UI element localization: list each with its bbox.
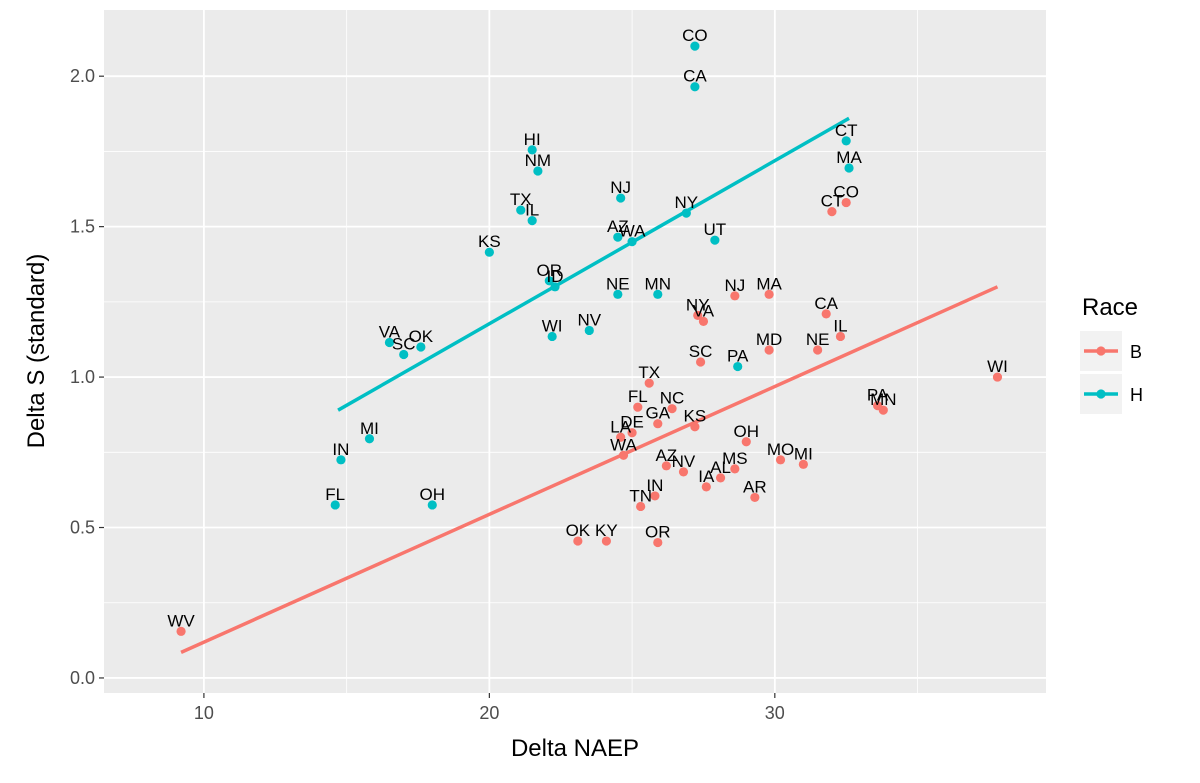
point-label-b-ky: KY bbox=[595, 521, 618, 540]
y-tick-label: 2.0 bbox=[70, 66, 95, 86]
point-label-b-tx: TX bbox=[638, 363, 660, 382]
point-label-h-nm: NM bbox=[525, 151, 551, 170]
point-label-b-mo: MO bbox=[767, 440, 794, 459]
point-label-h-mi: MI bbox=[360, 419, 379, 438]
point-label-b-ar: AR bbox=[743, 477, 767, 496]
point-label-b-wv: WV bbox=[167, 611, 195, 630]
y-tick-label: 0.5 bbox=[70, 518, 95, 538]
legend-title: Race bbox=[1082, 294, 1138, 321]
point-label-b-wa: WA bbox=[610, 435, 637, 454]
point-label-h-ks: KS bbox=[478, 232, 501, 251]
x-tick-label: 30 bbox=[765, 703, 785, 723]
point-label-h-co: CO bbox=[682, 26, 708, 45]
point-label-b-mi: MI bbox=[794, 444, 813, 463]
point-label-h-nj: NJ bbox=[610, 178, 631, 197]
point-label-b-oh: OH bbox=[734, 422, 760, 441]
point-label-b-or: OR bbox=[645, 523, 671, 542]
point-label-h-ma: MA bbox=[836, 148, 862, 167]
point-label-b-nc: NC bbox=[660, 389, 685, 408]
point-label-b-ms: MS bbox=[722, 449, 748, 468]
point-label-h-ny: NY bbox=[675, 193, 699, 212]
point-label-h-mn: MN bbox=[645, 274, 671, 293]
point-label-b-il: IL bbox=[833, 316, 847, 335]
point-label-h-ok: OK bbox=[409, 327, 434, 346]
point-label-h-wi: WI bbox=[542, 316, 563, 335]
point-label-b-wi: WI bbox=[987, 357, 1008, 376]
point-label-h-il: IL bbox=[525, 201, 539, 220]
point-label-b-nj: NJ bbox=[724, 276, 745, 295]
point-label-b-nv: NV bbox=[672, 452, 696, 471]
y-axis-title: Delta S (standard) bbox=[23, 254, 50, 449]
point-label-b-fl: FL bbox=[628, 387, 648, 406]
point-label-b-va: VA bbox=[693, 301, 715, 320]
x-axis-title: Delta NAEP bbox=[511, 735, 639, 762]
point-label-h-ne: NE bbox=[606, 274, 630, 293]
x-tick-label: 20 bbox=[479, 703, 499, 723]
point-label-h-in: IN bbox=[332, 440, 349, 459]
point-label-b-in: IN bbox=[646, 476, 663, 495]
legend-label-h: H bbox=[1130, 385, 1143, 405]
point-label-h-wa: WA bbox=[619, 222, 646, 241]
point-label-h-ca: CA bbox=[683, 67, 707, 86]
y-tick-label: 0.0 bbox=[70, 668, 95, 688]
point-label-h-id: ID bbox=[547, 267, 564, 286]
scatter-chart: WVOKKYORTNINAZNVIAALMSARMOMIOHWALADEGAKS… bbox=[0, 0, 1200, 783]
point-label-b-co: CO bbox=[833, 183, 859, 202]
legend-key-point-b bbox=[1096, 346, 1105, 355]
point-label-h-ct: CT bbox=[835, 121, 858, 140]
point-label-b-de: DE bbox=[620, 413, 644, 432]
point-label-h-pa: PA bbox=[727, 347, 749, 366]
point-label-b-md: MD bbox=[756, 330, 782, 349]
point-label-b-ne: NE bbox=[806, 330, 830, 349]
point-label-b-mn: MN bbox=[870, 390, 896, 409]
point-label-h-hi: HI bbox=[524, 130, 541, 149]
point-label-b-sc: SC bbox=[689, 342, 713, 361]
x-tick-label: 10 bbox=[194, 703, 214, 723]
point-label-h-ut: UT bbox=[704, 220, 727, 239]
point-label-b-ma: MA bbox=[756, 274, 782, 293]
y-tick-label: 1.5 bbox=[70, 217, 95, 237]
legend-label-b: B bbox=[1130, 342, 1142, 362]
point-label-h-nv: NV bbox=[577, 310, 601, 329]
point-label-b-ks: KS bbox=[684, 407, 707, 426]
point-label-h-fl: FL bbox=[325, 485, 345, 504]
y-tick-label: 1.0 bbox=[70, 367, 95, 387]
point-label-b-ca: CA bbox=[814, 294, 838, 313]
panel-background bbox=[104, 10, 1046, 693]
legend: Race B H bbox=[1080, 294, 1143, 414]
point-label-h-oh: OH bbox=[420, 485, 446, 504]
point-label-b-ok: OK bbox=[566, 521, 591, 540]
legend-key-point-h bbox=[1096, 389, 1105, 398]
